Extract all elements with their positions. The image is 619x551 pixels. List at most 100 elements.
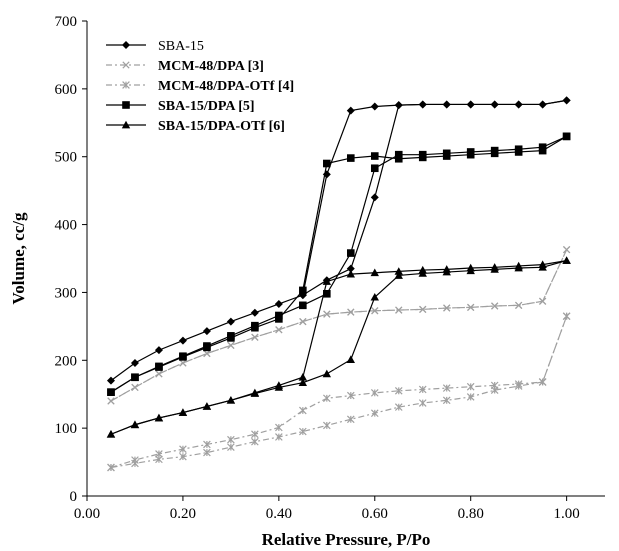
data-point-triangle: [490, 263, 499, 271]
series-line: [110, 315, 568, 469]
data-point-triangle: [466, 263, 475, 272]
x-tick-label: 0.40: [266, 506, 292, 522]
data-point-asterisk: [155, 455, 163, 464]
data-point-square: [323, 289, 331, 298]
series-mcm-48-dpa-3: [107, 246, 571, 405]
data-point-square: [562, 132, 571, 141]
data-point-x: [323, 310, 331, 318]
data-point-asterisk: [514, 382, 523, 390]
series-layer: [106, 96, 571, 472]
data-point-diamond: [154, 346, 163, 355]
data-point-triangle: [154, 413, 164, 422]
data-point-x: [122, 61, 130, 69]
legend-label: MCM-48/DPA [3]: [158, 59, 264, 74]
data-point-asterisk: [131, 459, 139, 468]
data-point-triangle: [322, 369, 332, 378]
legend-label-ref: [5]: [238, 99, 254, 114]
data-point-asterisk: [122, 81, 130, 89]
data-point-asterisk: [251, 437, 259, 446]
legend-label-main: MCM-48/DPA-OTf: [158, 79, 278, 94]
data-point-triangle: [298, 378, 308, 387]
data-point-triangle: [178, 408, 188, 416]
legend-label-ref: [6]: [269, 119, 285, 134]
data-point-square: [227, 334, 235, 342]
data-point-diamond: [178, 336, 187, 345]
data-point-asterisk: [562, 312, 571, 321]
data-point-square: [370, 164, 379, 173]
data-point-triangle: [370, 292, 379, 301]
series-line: [110, 315, 568, 469]
data-point-triangle: [226, 396, 236, 404]
data-point-diamond: [418, 100, 427, 109]
data-point-triangle: [370, 268, 379, 277]
data-point-diamond: [370, 102, 379, 111]
data-point-square: [107, 388, 115, 396]
series-sba-15: [106, 96, 571, 385]
data-point-asterisk: [442, 384, 451, 392]
data-point-x: [395, 306, 403, 314]
data-point-x: [539, 297, 547, 305]
data-point-diamond: [274, 299, 283, 308]
data-point-triangle: [130, 420, 140, 429]
data-point-asterisk: [466, 393, 475, 401]
data-point-asterisk: [275, 433, 283, 441]
data-point-triangle: [250, 388, 260, 397]
data-point-asterisk: [227, 435, 235, 444]
series-mcm-48-dpa-otf-4: [107, 312, 571, 472]
x-tick-label: 0.00: [74, 506, 100, 522]
data-point-triangle: [562, 256, 571, 264]
data-point-asterisk: [370, 389, 379, 397]
data-point-asterisk: [179, 452, 187, 461]
series-line: [110, 249, 568, 402]
data-point-triangle: [346, 355, 355, 363]
data-point-diamond: [562, 96, 571, 105]
data-point-square: [442, 152, 451, 160]
series-line: [110, 259, 567, 435]
x-tick-label: 0.80: [458, 506, 484, 522]
y-tick-label: 600: [55, 82, 78, 98]
data-point-asterisk: [203, 440, 211, 449]
data-point-square: [538, 146, 547, 155]
data-point-square: [299, 286, 307, 295]
data-point-diamond: [226, 317, 235, 326]
data-point-diamond: [442, 100, 451, 109]
data-point-triangle: [121, 120, 131, 129]
data-point-x: [275, 326, 283, 334]
data-point-x: [227, 341, 235, 349]
data-point-square: [514, 148, 523, 156]
data-point-asterisk: [107, 463, 115, 472]
data-point-diamond: [346, 264, 355, 273]
data-point-triangle: [298, 373, 308, 381]
data-point-square: [466, 150, 475, 159]
data-point-triangle: [274, 381, 284, 389]
data-point-asterisk: [490, 386, 499, 394]
data-point-triangle: [514, 261, 523, 270]
data-point-square: [299, 301, 307, 310]
data-point-x: [347, 308, 355, 316]
data-point-x: [155, 370, 163, 378]
data-point-asterisk: [538, 378, 547, 386]
data-point-asterisk: [275, 423, 283, 432]
legend-label: MCM-48/DPA-OTf [4]: [158, 79, 294, 94]
data-point-asterisk: [299, 406, 307, 415]
data-point-x: [371, 307, 379, 315]
data-point-diamond: [130, 359, 139, 367]
data-point-triangle: [538, 260, 547, 268]
data-point-diamond: [106, 376, 115, 385]
y-tick-label: 500: [55, 150, 78, 166]
series-line: [110, 135, 567, 393]
x-axis-title: Relative Pressure, P/Po: [262, 530, 431, 549]
data-point-diamond: [370, 193, 379, 202]
data-point-asterisk: [394, 403, 403, 411]
legend-item: MCM-48/DPA-OTf [4]: [106, 79, 294, 94]
data-point-diamond: [514, 100, 523, 109]
data-point-square: [131, 373, 139, 382]
y-tick-label: 700: [55, 14, 78, 30]
data-point-x: [491, 302, 499, 310]
y-tick-label: 100: [55, 421, 78, 437]
legend-label: SBA-15/DPA [5]: [158, 99, 255, 114]
data-point-triangle: [322, 277, 332, 285]
legend-label-main: SBA-15/DPA-OTf: [158, 119, 269, 134]
data-point-asterisk: [346, 391, 355, 400]
